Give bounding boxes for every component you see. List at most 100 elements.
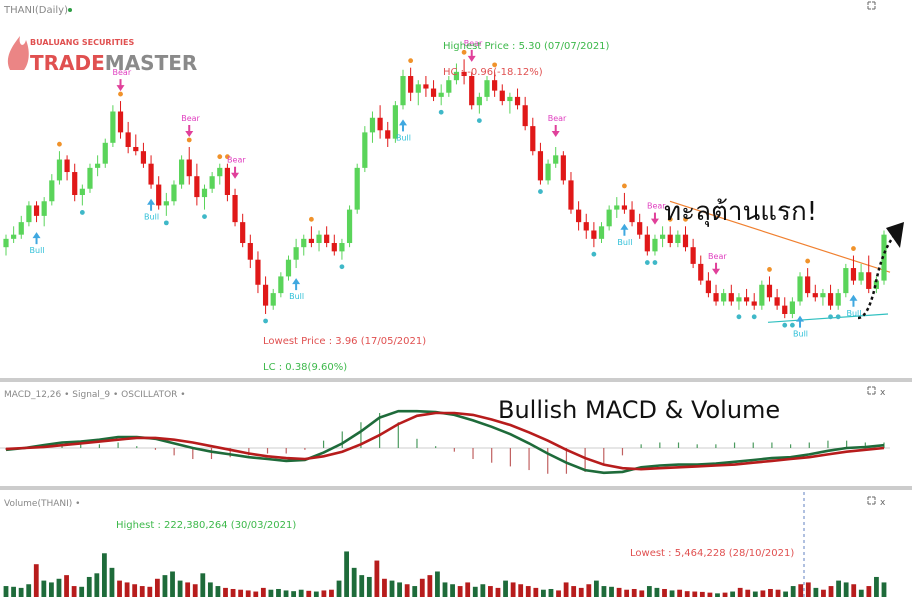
volume-bar — [639, 590, 645, 597]
macd-label: MACD_12,26 • Signal_9 • OSCILLATOR • — [4, 390, 186, 400]
volume-bar — [336, 580, 342, 597]
volume-bar — [684, 591, 690, 597]
bull-signal-label: Bull — [396, 133, 411, 142]
candle-body — [873, 280, 879, 289]
bear-arrow-icon — [231, 166, 240, 179]
volume-bar — [245, 590, 251, 597]
volume-bar — [646, 586, 652, 597]
panel-divider-macd-volume — [0, 486, 912, 490]
candle-body — [232, 195, 238, 223]
candle-body — [698, 263, 704, 281]
hc-label: HC : -0.96(-18.12%) — [443, 67, 543, 78]
volume-bar — [851, 584, 857, 597]
volume-bar — [540, 589, 546, 597]
macd-close-icon[interactable]: x — [880, 388, 886, 398]
volume-bar — [669, 590, 675, 597]
swing-high-dot — [492, 62, 498, 68]
candle-body — [209, 176, 215, 189]
candle-body — [629, 209, 635, 223]
candle-body — [408, 76, 414, 93]
candle-body — [843, 268, 849, 294]
volume-bar — [366, 576, 372, 597]
candle-body — [301, 238, 307, 248]
swing-low-dot — [202, 214, 207, 220]
candle-body — [95, 163, 101, 168]
brand-main-text: TRADEMASTER — [30, 51, 197, 75]
candle-body — [163, 201, 169, 206]
volume-bar — [291, 591, 297, 597]
swing-high-dot — [217, 154, 223, 160]
maximize-icon[interactable] — [867, 1, 876, 10]
panel-divider-price-macd — [0, 378, 912, 382]
volume-bar — [215, 586, 221, 597]
swing-high-dot — [225, 154, 230, 160]
candle-body — [499, 90, 505, 102]
volume-bar — [33, 564, 39, 597]
brand-logo: BUALUANG SECURITIES TRADEMASTER — [7, 36, 197, 75]
bull-signal-label: Bull — [289, 292, 304, 301]
volume-bar — [397, 582, 402, 597]
bear-arrow-icon — [116, 79, 125, 92]
candle-body — [659, 234, 666, 239]
volume-bar — [64, 575, 69, 597]
macd-maximize-icon[interactable] — [867, 386, 876, 395]
volume-close-icon[interactable]: x — [880, 498, 886, 508]
candle-body — [423, 84, 429, 89]
volume-bar — [874, 576, 879, 597]
volume-bar — [699, 591, 705, 597]
candle-body — [553, 155, 559, 164]
candle-body — [598, 226, 605, 239]
candle-body — [583, 222, 589, 231]
candle-body — [11, 234, 17, 239]
volume-label: Volume(THANI) • — [4, 499, 80, 509]
volume-bar — [745, 589, 751, 597]
candle-body — [240, 222, 246, 244]
volume-highest-label: Highest : 222,380,264 (30/03/2021) — [116, 520, 296, 531]
volume-bar — [805, 582, 811, 597]
candle-body — [308, 238, 314, 244]
candle-body — [537, 151, 544, 181]
volume-bar — [677, 589, 683, 597]
volume-bar — [11, 586, 16, 597]
volume-bar — [442, 582, 448, 597]
volume-bar — [207, 582, 213, 597]
volume-maximize-icon[interactable] — [867, 496, 876, 505]
volume-bar — [18, 587, 24, 597]
candle-body — [18, 222, 24, 235]
candle-body — [507, 96, 513, 102]
volume-bar — [374, 560, 380, 597]
candle-body — [385, 130, 391, 139]
volume-bar — [593, 580, 599, 597]
volume-panel — [3, 551, 887, 597]
volume-bar — [836, 580, 841, 597]
swing-high-dot — [767, 267, 772, 272]
candle-body — [446, 80, 452, 93]
volume-bar — [253, 591, 259, 597]
candle-body — [560, 155, 566, 181]
candle-body — [850, 268, 857, 281]
volume-bar — [283, 590, 289, 597]
volume-bar — [3, 586, 9, 597]
volume-bar — [298, 589, 304, 597]
swing-high-dot — [805, 258, 811, 264]
candle-body — [125, 132, 131, 147]
volume-bar — [813, 587, 819, 597]
candle-body — [545, 163, 551, 181]
candle-body — [476, 96, 482, 106]
candle-body — [782, 305, 788, 314]
candle-body — [110, 111, 116, 143]
candle-body — [667, 234, 673, 244]
volume-bar — [147, 586, 153, 597]
volume-bar — [450, 584, 455, 597]
bear-signal-label: Bear — [464, 39, 483, 48]
volume-bar — [238, 589, 244, 597]
volume-bar — [101, 553, 107, 597]
swing-high-dot — [118, 91, 123, 97]
volume-bar — [26, 584, 32, 597]
candle-body — [400, 76, 406, 106]
volume-bar — [268, 589, 274, 597]
swing-low-dot — [828, 314, 833, 320]
bull-arrow-icon — [32, 232, 41, 245]
volume-bar — [321, 590, 327, 597]
brand-flame-icon — [7, 36, 29, 70]
